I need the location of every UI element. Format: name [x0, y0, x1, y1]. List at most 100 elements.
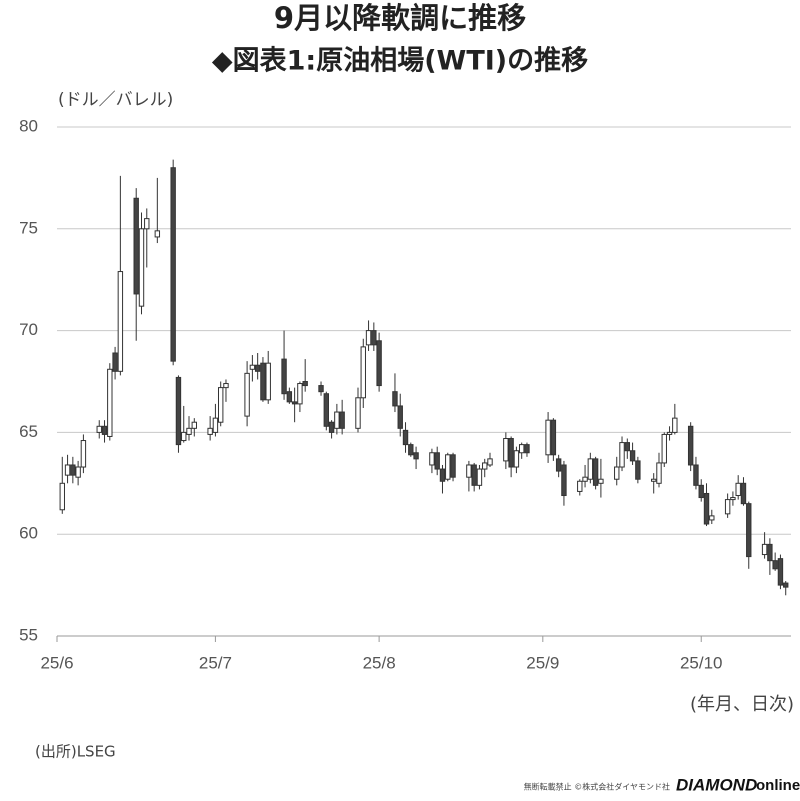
candle-body — [376, 340, 382, 387]
candle-body — [70, 464, 76, 476]
candle-body — [629, 450, 636, 462]
candle-body — [138, 228, 145, 307]
y-tick-label: 65 — [19, 422, 38, 441]
x-tick-label: 25/9 — [526, 653, 559, 672]
candle-body — [698, 484, 704, 499]
candle-body — [445, 454, 451, 480]
candle-body — [181, 431, 187, 442]
candle-body — [217, 387, 224, 423]
candle-body — [371, 330, 377, 346]
candle-body — [286, 391, 293, 403]
candle-body — [703, 492, 710, 525]
candle-body — [281, 358, 287, 395]
candle-body — [724, 499, 731, 515]
x-tick-label: 25/7 — [199, 653, 232, 672]
x-tick-label: 25/6 — [40, 653, 73, 672]
candle-body — [772, 560, 778, 570]
candle-body — [334, 411, 340, 429]
candle-body — [687, 425, 694, 466]
candle-body — [439, 468, 446, 482]
candle-body — [133, 197, 139, 295]
candle-body — [244, 372, 250, 417]
source: (出所)LSEG — [35, 743, 116, 761]
candle-body — [619, 442, 625, 468]
y-axis-label: (ドル／バレル) — [58, 90, 173, 110]
candle-body — [191, 421, 197, 429]
candle-body — [297, 383, 303, 405]
candle-body — [154, 230, 161, 238]
candle-body — [672, 417, 678, 433]
y-tick-label: 55 — [19, 625, 38, 644]
y-tick-label: 75 — [19, 218, 38, 237]
candle-body — [186, 427, 192, 435]
candle-body — [170, 167, 176, 362]
brand: online — [756, 777, 800, 794]
candle-body — [64, 464, 71, 476]
candle-body — [175, 376, 182, 446]
candle-body — [577, 480, 583, 492]
candle-body — [561, 464, 567, 497]
candle-body — [587, 458, 594, 480]
brand: DIAMOND — [676, 775, 757, 794]
candle-body — [508, 438, 514, 468]
candle-body — [291, 401, 298, 405]
candle-body — [365, 330, 372, 346]
candle-body — [302, 381, 308, 387]
candle-body — [661, 433, 667, 464]
candle-body — [693, 464, 699, 486]
y-tick-label: 70 — [19, 320, 38, 339]
candle-body — [450, 454, 456, 478]
candle-body — [735, 482, 741, 497]
candle-body — [107, 368, 113, 437]
candle-body — [524, 444, 530, 454]
candle-body — [207, 427, 213, 435]
candle-body — [550, 419, 557, 456]
candle-body — [254, 364, 261, 372]
candle-body — [582, 476, 588, 482]
candle-body — [482, 462, 488, 470]
candle-body — [513, 450, 520, 468]
candle-body — [339, 411, 345, 429]
candle-body — [413, 452, 419, 460]
candle-body — [635, 460, 641, 480]
candle-body — [709, 515, 715, 521]
y-tick-label: 60 — [19, 524, 38, 543]
candle-body — [761, 543, 768, 556]
candle-body — [777, 558, 784, 586]
candle-body — [144, 218, 150, 230]
candle-body — [592, 458, 599, 486]
candle-body — [265, 362, 271, 401]
candle-body — [318, 385, 324, 393]
candle-body — [249, 364, 256, 370]
candle-body — [59, 482, 65, 511]
candle-body — [651, 478, 657, 482]
candle-body — [624, 442, 631, 452]
candle-body — [360, 346, 366, 399]
candle-body — [434, 452, 440, 470]
candle-body — [518, 444, 525, 454]
candle-body — [212, 417, 219, 433]
candle-body — [397, 405, 403, 429]
chart-subtitle: ◆図表1:原油相場(WTI)の推移 — [212, 46, 588, 77]
candle-body — [101, 425, 108, 435]
x-axis-label: (年月、日次) — [690, 694, 794, 715]
chart-title: 9月以降軟調に推移 — [274, 1, 526, 35]
candle-body — [746, 503, 752, 558]
candle-body — [730, 497, 736, 501]
candle-body — [466, 464, 472, 478]
candle-body — [503, 438, 509, 462]
candle-body — [408, 444, 414, 456]
candle-body — [323, 393, 330, 427]
candle-body — [355, 397, 361, 429]
candle-body — [223, 383, 229, 389]
candle-body — [656, 462, 662, 484]
candle-body — [740, 482, 747, 505]
x-tick-label: 25/8 — [363, 653, 396, 672]
candle-body — [767, 543, 773, 562]
candle-body — [117, 271, 124, 372]
candle-body — [392, 391, 398, 407]
candle-body — [429, 452, 435, 466]
candle-body — [112, 352, 118, 372]
candle-body — [545, 419, 551, 456]
candle-body — [487, 458, 493, 466]
